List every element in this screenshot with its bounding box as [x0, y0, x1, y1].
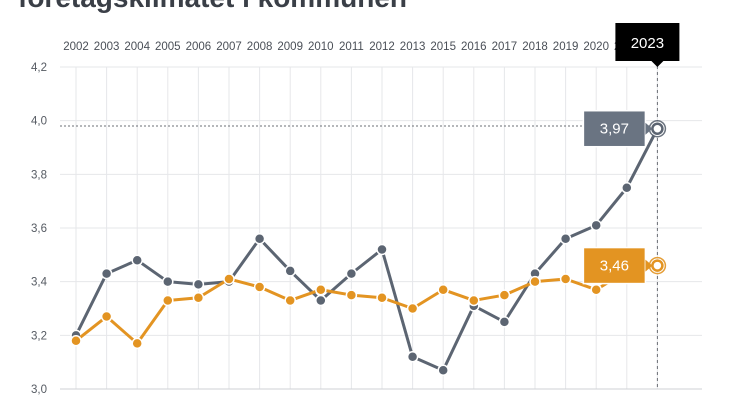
x-tick-label: 2012: [369, 41, 395, 53]
series-2-point[interactable]: [376, 292, 388, 304]
series-2-point[interactable]: [406, 302, 419, 315]
y-axis-ticks: 3,0 3,2 3,4 3,6 3,8 4,0 4,2: [31, 62, 48, 396]
series-2-hover-point[interactable]: [651, 259, 664, 272]
x-tick-label: 2017: [492, 41, 518, 53]
x-tick-label: 2004: [124, 41, 150, 53]
tooltip-box: [615, 23, 680, 61]
series-2-point[interactable]: [253, 281, 266, 293]
hover-year-tooltip: 2023: [615, 23, 680, 67]
x-tick-label: 2009: [277, 41, 303, 53]
series-1-point[interactable]: [315, 294, 327, 307]
x-tick-label: 2019: [553, 41, 579, 53]
y-tick-label: 3,2: [31, 330, 47, 342]
page-title: företagsklimatet i kommunen: [18, 0, 407, 14]
series-1-point[interactable]: [162, 275, 174, 288]
series-1-point[interactable]: [376, 243, 388, 256]
chart-grid: [60, 66, 702, 390]
series-1-value-pointer: [645, 122, 653, 135]
series-2-point[interactable]: [468, 294, 480, 307]
tooltip-pointer: [651, 61, 664, 67]
series-2-point[interactable]: [529, 275, 541, 288]
series-2-point[interactable]: [131, 337, 143, 350]
series-2-point[interactable]: [559, 273, 572, 285]
series-1-point[interactable]: [498, 316, 511, 328]
series-2-point[interactable]: [162, 294, 174, 307]
series-1-point[interactable]: [406, 351, 419, 363]
series-2-value-label: 3,46: [600, 258, 629, 275]
x-tick-label: 2006: [186, 41, 212, 53]
x-tick-label: 2018: [522, 41, 548, 53]
value-callouts: 3,97 3,46: [582, 109, 653, 285]
y-tick-label: 4,2: [31, 62, 47, 74]
series-2-value-pointer: [645, 259, 653, 272]
series-2-point[interactable]: [284, 294, 296, 307]
series-1-point[interactable]: [284, 265, 296, 277]
series-1-line: [74, 128, 659, 372]
series-1-point[interactable]: [192, 278, 205, 291]
x-tick-label: 2013: [400, 41, 426, 53]
series-1-point[interactable]: [345, 267, 358, 280]
series-2-point[interactable]: [590, 283, 602, 296]
series-1-point[interactable]: [253, 232, 266, 245]
y-tick-label: 3,8: [31, 169, 47, 181]
series-2-point[interactable]: [315, 283, 327, 296]
x-tick-label: 2007: [216, 41, 242, 53]
series-2-point[interactable]: [100, 310, 113, 323]
series-1-point[interactable]: [131, 254, 143, 266]
y-tick-label: 3,4: [31, 277, 48, 289]
series-2-point[interactable]: [437, 283, 449, 296]
series-1-hover-point[interactable]: [651, 122, 664, 135]
y-tick-label: 3,0: [31, 384, 47, 396]
series-1-value-label: 3,97: [600, 121, 629, 138]
series-2-value-box: [582, 246, 647, 285]
x-tick-label: 2003: [94, 41, 120, 53]
y-tick-label: 3,6: [31, 223, 47, 235]
x-tick-label: 2002: [63, 41, 89, 53]
series-2-point[interactable]: [192, 292, 205, 304]
series-2-point[interactable]: [70, 334, 82, 347]
series-1-point[interactable]: [437, 364, 449, 376]
series-1-value-box: [582, 109, 647, 148]
x-tick-label: 2010: [308, 41, 334, 53]
x-tick-label: 2016: [461, 41, 487, 53]
x-tick-label: 2015: [430, 41, 456, 53]
series-1-point[interactable]: [100, 267, 113, 280]
series-1-point[interactable]: [590, 219, 602, 232]
series-1-point[interactable]: [621, 182, 633, 194]
series-2-point[interactable]: [223, 273, 235, 285]
x-tick-label: 2020: [583, 41, 609, 53]
series-1-point[interactable]: [559, 232, 572, 245]
series-2-point[interactable]: [498, 289, 511, 301]
x-tick-label: 2005: [155, 41, 181, 53]
tooltip-year-label: 2023: [631, 35, 664, 52]
x-tick-label: 2011: [339, 41, 364, 53]
x-axis-ticks: 2002 2003 2004 2005 2006 2007 2008 2009 2010 2011…: [63, 41, 670, 53]
chart-series: [70, 119, 667, 376]
reference-lines: [60, 60, 658, 389]
x-tick-label: 2008: [247, 41, 273, 53]
y-tick-label: 4,0: [31, 116, 47, 128]
series-2-point[interactable]: [345, 289, 358, 301]
